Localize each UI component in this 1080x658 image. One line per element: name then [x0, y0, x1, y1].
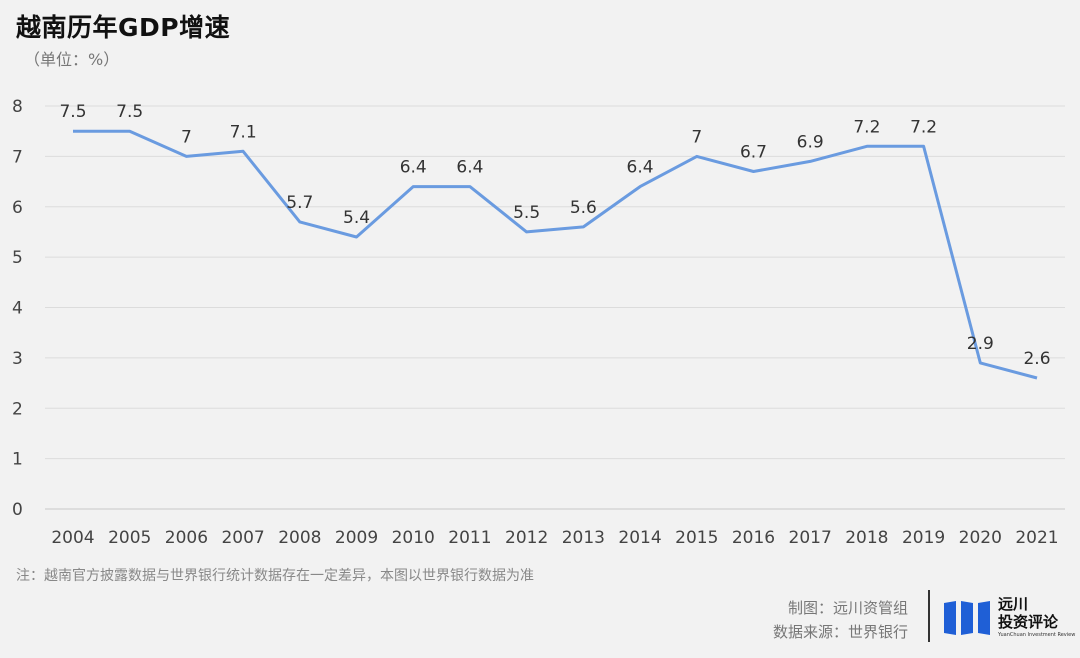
data-label: 7.5	[116, 102, 143, 122]
unit-label: （单位：%）	[24, 50, 120, 69]
gridlines	[45, 105, 1065, 510]
x-tick-label: 2004	[51, 528, 94, 548]
x-tick-label: 2011	[448, 528, 491, 548]
data-label: 7	[691, 127, 702, 147]
y-tick-label: 2	[12, 399, 23, 419]
y-tick-label: 6	[12, 198, 23, 218]
x-tick-label: 2019	[902, 528, 945, 548]
x-tick-label: 2017	[789, 528, 832, 548]
data-label: 5.4	[343, 208, 370, 228]
data-label: 6.4	[627, 158, 654, 178]
data-label: 6.4	[400, 158, 427, 178]
brand-logo-text: 远川 投资评论	[998, 595, 1058, 631]
x-tick-label: 2012	[505, 528, 548, 548]
data-label: 7.2	[910, 117, 937, 137]
x-tick-label: 2016	[732, 528, 775, 548]
x-tick-label: 2014	[618, 528, 661, 548]
x-tick-label: 2006	[165, 528, 208, 548]
y-tick-label: 1	[12, 450, 23, 470]
brand-name-line1: 远川	[998, 595, 1029, 613]
data-label: 7.2	[853, 117, 880, 137]
chart-maker-credit: 制图：远川资管组	[787, 599, 908, 617]
x-tick-label: 2020	[959, 528, 1002, 548]
x-tick-label: 2018	[845, 528, 888, 548]
x-axis-ticks: 2004 2005 2006 2007 2008 2009 2010 2011 2012 2013…	[51, 528, 1058, 548]
data-label: 7.1	[230, 122, 257, 142]
x-tick-label: 2010	[392, 528, 435, 548]
y-tick-label: 8	[12, 97, 23, 117]
data-label: 2.6	[1023, 349, 1050, 369]
data-label: 7	[181, 127, 192, 147]
footer-divider	[928, 590, 930, 642]
data-labels: 7.5 7.5 7 7.1 5.7 5.4 6.4 6.4 5.5 5.6 6.4 7 6.7 6.9 7.…	[59, 102, 1050, 369]
data-label: 5.6	[570, 198, 597, 218]
y-tick-label: 7	[12, 147, 23, 167]
data-label: 6.4	[456, 158, 483, 178]
data-label: 2.9	[967, 334, 994, 354]
data-label: 5.5	[513, 203, 540, 223]
data-label: 5.7	[286, 193, 313, 213]
data-source-credit: 数据来源：世界银行	[772, 623, 908, 641]
data-label: 6.7	[740, 142, 767, 162]
x-tick-label: 2021	[1015, 528, 1058, 548]
y-axis-ticks: 0 1 2 3 4 5 6 7 8	[12, 97, 23, 520]
footnote: 注：越南官方披露数据与世界银行统计数据存在一定差异，本图以世界银行数据为准	[16, 568, 534, 584]
brand-name-line2: 投资评论	[998, 613, 1059, 631]
x-tick-label: 2015	[675, 528, 718, 548]
y-tick-label: 0	[12, 500, 23, 520]
y-tick-label: 5	[12, 248, 23, 268]
x-tick-label: 2009	[335, 528, 378, 548]
data-label: 6.9	[797, 132, 824, 152]
x-tick-label: 2013	[562, 528, 605, 548]
series-line-gdp-growth	[73, 129, 1038, 380]
x-tick-label: 2005	[108, 528, 151, 548]
brand-logo-subtitle: YuanChuan Investment Review	[998, 632, 1076, 638]
chart-title: 越南历年GDP增速	[16, 13, 231, 42]
y-tick-label: 4	[12, 299, 23, 319]
brand-logo-icon	[944, 601, 990, 635]
y-tick-label: 3	[12, 349, 23, 369]
x-tick-label: 2008	[278, 528, 321, 548]
x-tick-label: 2007	[221, 528, 264, 548]
data-label: 7.5	[59, 102, 86, 122]
